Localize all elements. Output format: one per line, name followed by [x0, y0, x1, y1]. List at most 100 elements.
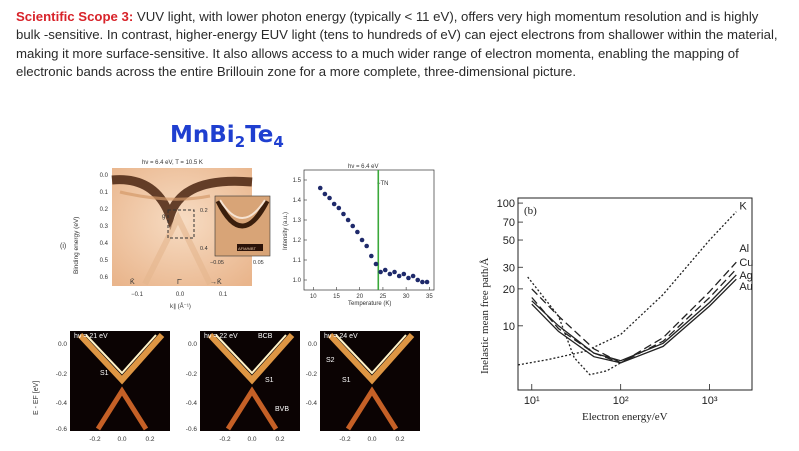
scatter-point: [415, 277, 421, 283]
svg-text:hν = 21 eV: hν = 21 eV: [74, 333, 108, 340]
scatter-ytick: 1.2: [293, 238, 302, 244]
material-title: MnBi2Te4: [170, 122, 284, 151]
svg-text:hν = 22 eV: hν = 22 eV: [204, 333, 238, 340]
scatter-ytick: 1.1: [293, 258, 302, 264]
imfp-curve-al: [531, 261, 737, 364]
scatter-point: [336, 205, 342, 211]
svg-text:0.0: 0.0: [176, 292, 185, 298]
label-s1-24ev: S1: [342, 377, 351, 384]
inset-label-g: g: [162, 214, 165, 220]
scatter-xtick: 15: [333, 294, 340, 300]
svg-text:0.2: 0.2: [100, 207, 109, 213]
scatter-annotation: ~TN: [377, 181, 389, 187]
scatter-point: [382, 267, 388, 273]
svg-text:Γ̄: Γ̄: [177, 279, 182, 286]
arpes-photon-energy-panels: E - EF [eV] hν = 21 eV S1 hν = 22 eV BCB…: [33, 331, 420, 443]
svg-text:0.4: 0.4: [100, 241, 109, 247]
svg-text:0.0: 0.0: [100, 173, 109, 179]
scope-text: VUV light, with lower photon energy (typ…: [16, 9, 778, 80]
scatter-point: [345, 217, 351, 223]
scatter-point: [406, 275, 411, 281]
scatter-xtick: 35: [426, 294, 433, 300]
svg-text:0.0: 0.0: [367, 436, 376, 443]
inset-plot: AFM/MBT 0.2 0.4 −0.05 0.05: [200, 195, 271, 266]
svg-text:-0.4: -0.4: [306, 400, 318, 407]
scatter-ytick: 1.0: [293, 278, 302, 284]
scatter-point: [401, 271, 407, 277]
svg-text:0.0: 0.0: [247, 436, 256, 443]
imfp-label-al: Al: [739, 243, 749, 255]
svg-text:0.2: 0.2: [395, 436, 404, 443]
inset-caption: AFM/MBT: [238, 246, 257, 251]
scatter-point: [369, 253, 374, 259]
imfp-curve-extra: [527, 276, 622, 376]
scatter-point: [322, 191, 328, 197]
imfp-ytick: 100: [497, 198, 515, 210]
scatter-point: [317, 185, 323, 191]
svg-text:-0.2: -0.2: [56, 371, 68, 378]
imfp-xtick: 10¹: [524, 395, 540, 407]
svg-text:0.0: 0.0: [58, 341, 67, 348]
arpes-main-panel-label: (i): [60, 243, 66, 250]
scatter-point: [341, 211, 346, 217]
svg-text:0.3: 0.3: [100, 224, 109, 230]
scatter-point: [359, 237, 365, 243]
label-bcb: BCB: [258, 333, 273, 340]
arpes-main-ylabel: Binding energy (eV): [73, 217, 80, 274]
svg-text:→K̄: →K̄: [210, 278, 222, 286]
scope-paragraph: Scientific Scope 3: VUV light, with lowe…: [16, 8, 786, 82]
arpes-panel-22ev: hν = 22 eV BCB S1 BVB: [200, 331, 300, 431]
svg-text:0.1: 0.1: [219, 292, 228, 298]
svg-text:-0.2: -0.2: [89, 436, 101, 443]
arpes-panel-24ev: hν = 24 eV S2 S1: [320, 331, 420, 431]
scatter-xtick: 30: [403, 294, 410, 300]
imfp-ylabel: Inelastic mean free path/Å: [479, 258, 491, 374]
imfp-ytick: 20: [503, 284, 515, 296]
svg-text:0.0: 0.0: [188, 341, 197, 348]
arpes-main-header: hν = 6.4 eV, T = 10.5 K: [142, 160, 203, 166]
scatter-point: [350, 223, 356, 229]
svg-text:0.2: 0.2: [200, 208, 208, 214]
scatter-xtick: 25: [380, 294, 387, 300]
imfp-chart: Inelastic mean free path/Å Electron ener…: [479, 197, 753, 423]
scatter-point: [373, 261, 379, 267]
imfp-curve-ag: [531, 274, 737, 362]
svg-text:0.0: 0.0: [117, 436, 126, 443]
scatter-title: hν = 6.4 eV: [348, 164, 379, 170]
scatter-point: [355, 229, 360, 235]
scatter-ytick: 1.3: [293, 218, 302, 224]
arpes-main-figure: hν = 6.4 eV, T = 10.5 K (i) Binding ener…: [60, 160, 271, 310]
scatter-point: [327, 195, 332, 201]
imfp-ytick: 70: [503, 217, 515, 229]
svg-text:-0.4: -0.4: [56, 400, 68, 407]
svg-text:0.05: 0.05: [253, 260, 264, 266]
svg-text:hν = 24 eV: hν = 24 eV: [324, 333, 358, 340]
svg-text:-0.2: -0.2: [339, 436, 351, 443]
imfp-xtick: 10³: [702, 395, 718, 407]
svg-text:0.5: 0.5: [100, 258, 109, 264]
svg-text:0.4: 0.4: [200, 246, 208, 252]
imfp-label-cu: Cu: [739, 257, 753, 269]
arpes-panels-ylabel: E - EF [eV]: [33, 381, 40, 415]
intensity-temperature-chart: hν = 6.4 eV ~TN Intensity (a.u.) Tempera…: [283, 164, 435, 307]
imfp-xlabel: Electron energy/eV: [582, 411, 668, 423]
scatter-point: [378, 269, 383, 275]
scatter-ytick: 1.4: [293, 198, 302, 204]
scatter-ytick: 1.5: [293, 178, 302, 184]
imfp-ytick: 30: [503, 262, 515, 274]
label-s2: S2: [326, 357, 335, 364]
scatter-point: [420, 279, 425, 285]
svg-text:0.6: 0.6: [100, 275, 109, 281]
svg-text:0.2: 0.2: [275, 436, 284, 443]
svg-text:0.1: 0.1: [100, 190, 109, 196]
label-s1-21ev: S1: [100, 370, 109, 377]
svg-text:-0.2: -0.2: [219, 436, 231, 443]
imfp-label-k: K: [739, 201, 747, 213]
imfp-ytick: 50: [503, 235, 515, 247]
imfp-label-ag: Ag: [739, 270, 752, 282]
svg-text:0.2: 0.2: [145, 436, 154, 443]
svg-text:-0.6: -0.6: [186, 426, 198, 433]
svg-text:0.0: 0.0: [308, 341, 317, 348]
scatter-xtick: 20: [356, 294, 363, 300]
scatter-ylabel: Intensity (a.u.): [283, 212, 289, 250]
